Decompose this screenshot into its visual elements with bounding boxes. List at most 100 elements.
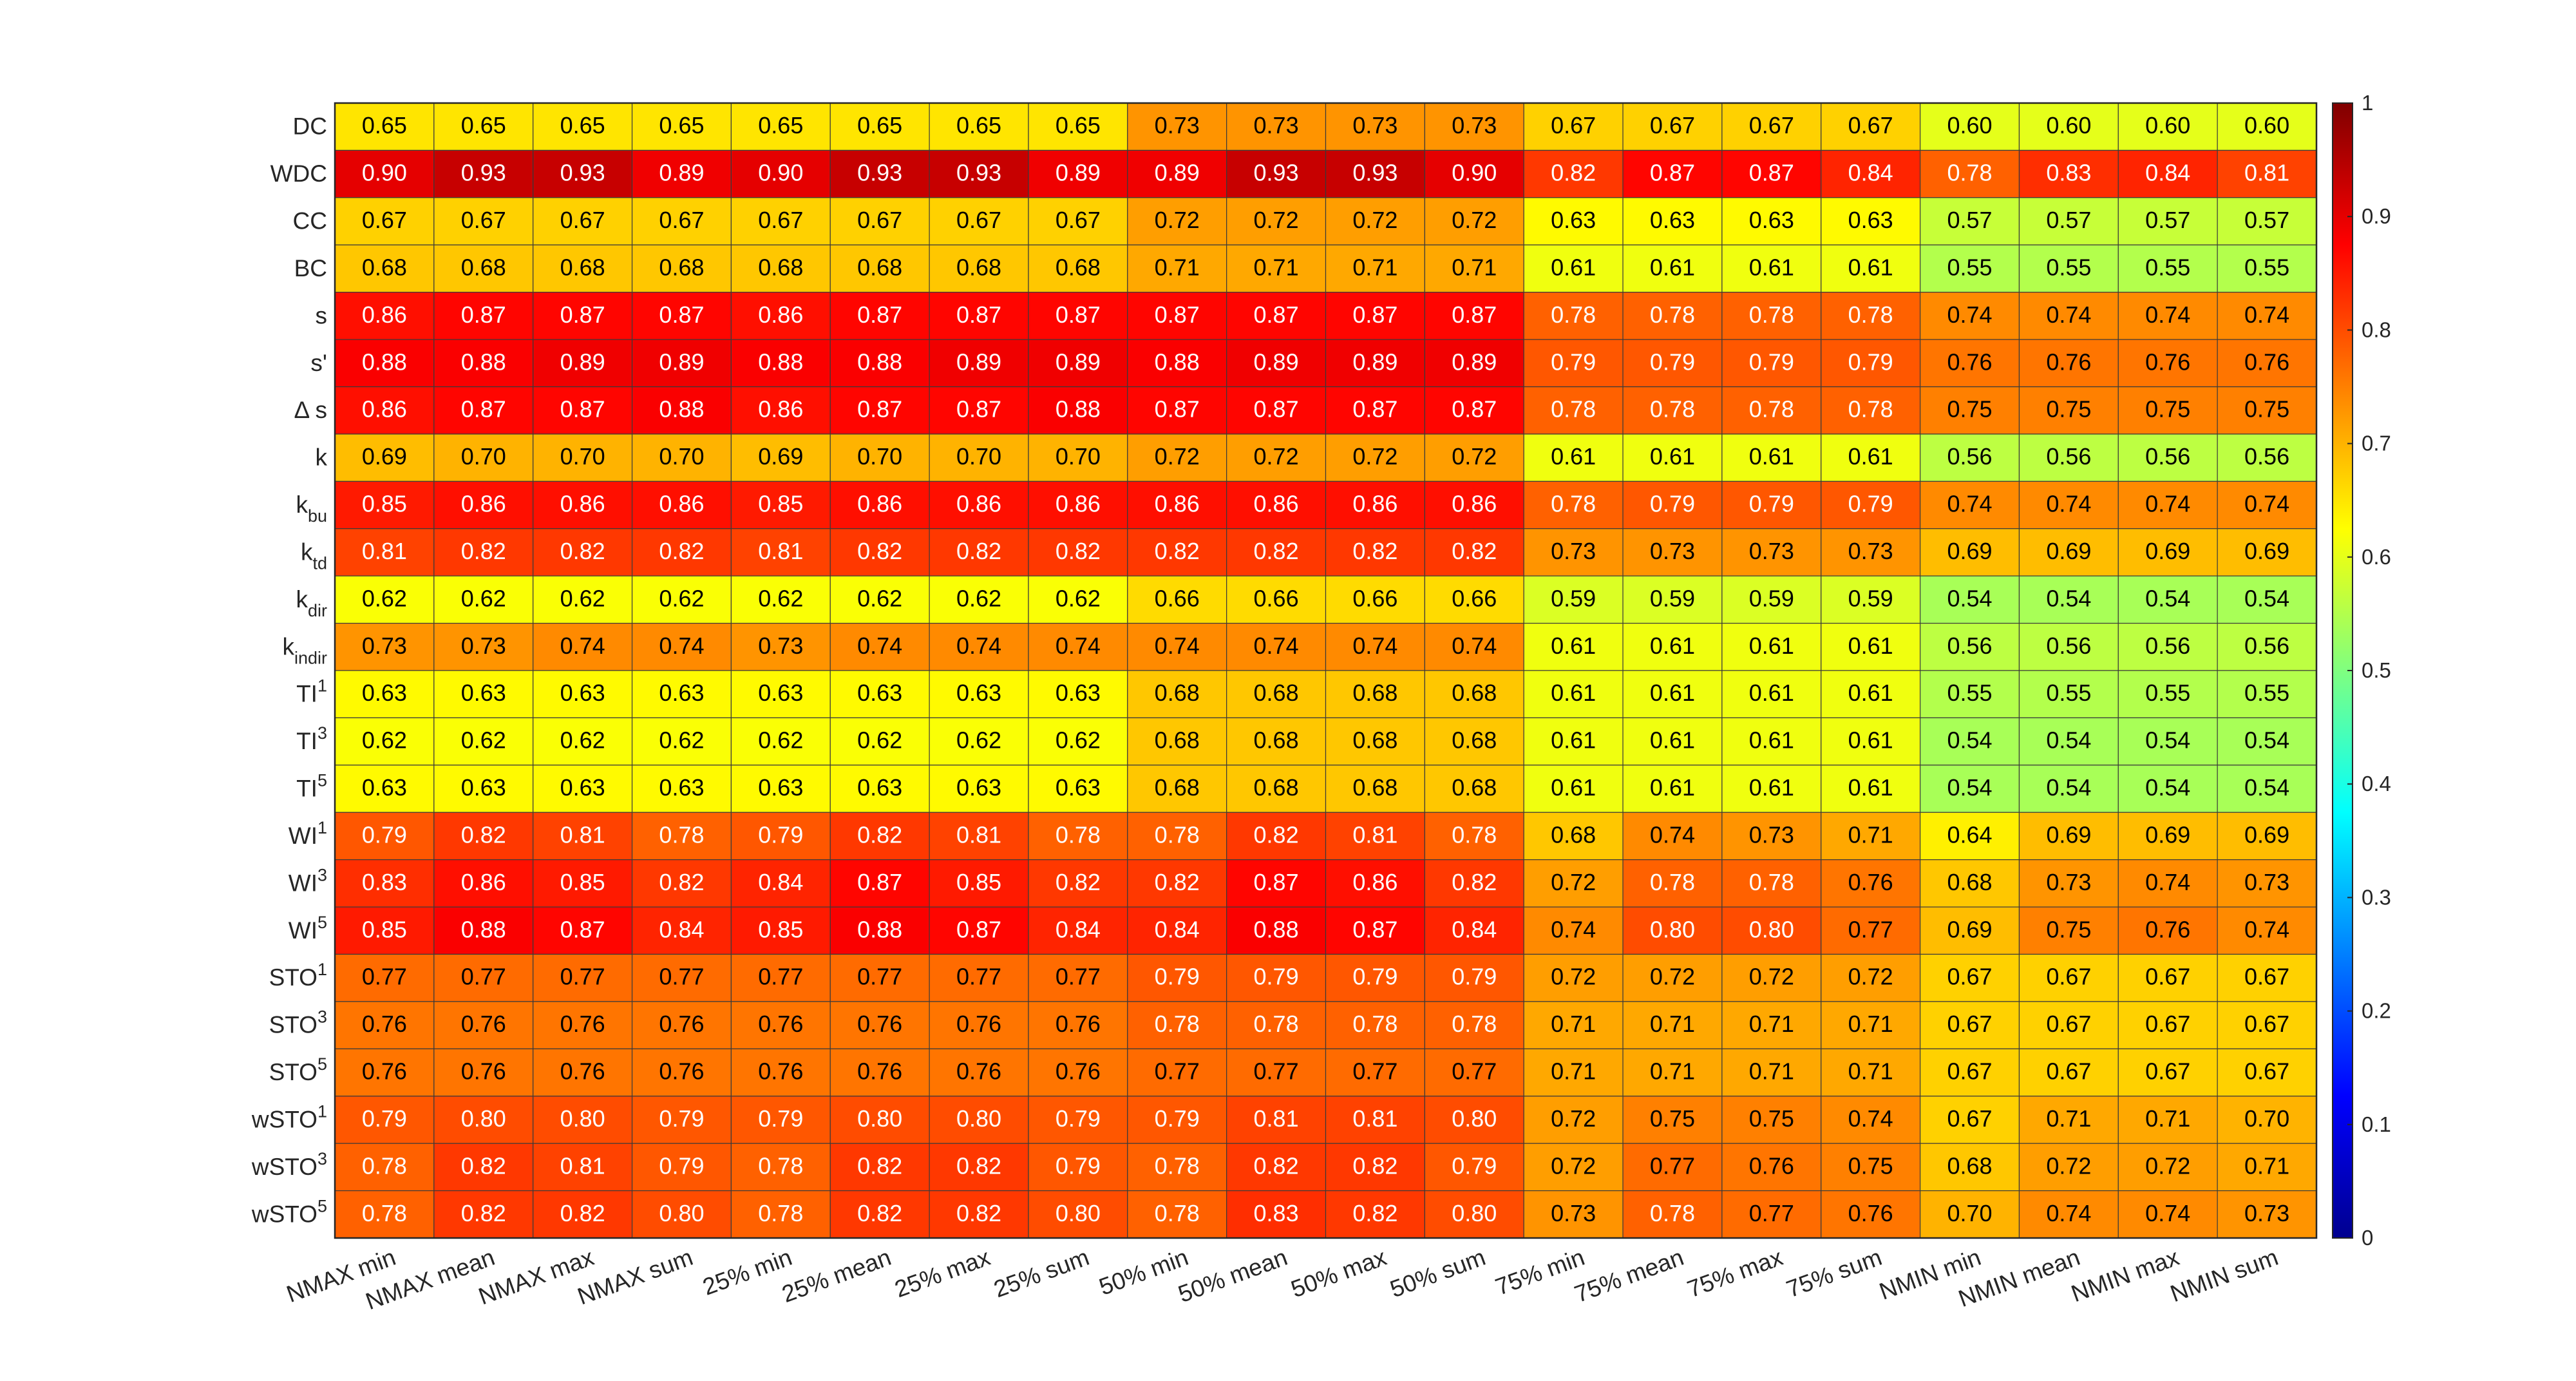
cell-value-label: 0.71 [1155, 254, 1200, 280]
x-tick-label: 50% mean [1175, 1244, 1291, 1308]
cell-value-label: 0.79 [362, 821, 407, 848]
cell-value-label: 0.86 [1452, 491, 1497, 517]
heatmap-cell [2217, 575, 2317, 624]
heatmap-cell [1325, 149, 1425, 198]
cell-value-label: 0.87 [857, 396, 902, 423]
heatmap-cell [1920, 481, 2020, 529]
cell-value-label: 0.61 [1749, 633, 1794, 659]
heatmap-cell [1622, 528, 1723, 576]
cell-value-label: 0.79 [1452, 1152, 1497, 1179]
cell-value-label: 0.80 [560, 1105, 605, 1132]
cell-value-label: 0.74 [1352, 633, 1397, 659]
heatmap-cell [1325, 859, 1425, 908]
cell-value-label: 0.79 [1749, 491, 1794, 517]
heatmap-cell [1920, 1001, 2020, 1049]
cell-value-label: 0.60 [1947, 112, 1992, 138]
heatmap-cell [334, 906, 435, 955]
heatmap-cell [334, 244, 435, 293]
heatmap-cell [1622, 859, 1723, 908]
cell-value-label: 0.61 [1848, 680, 1893, 706]
cell-value-label: 0.71 [1551, 1058, 1596, 1085]
heatmap-cell [929, 906, 1029, 955]
heatmap-cell [1424, 1096, 1524, 1144]
heatmap-cell [2117, 622, 2218, 671]
cell-value-label: 0.74 [1848, 1105, 1893, 1132]
heatmap-cell [2018, 1048, 2119, 1097]
colorbar-tick-label: 0.8 [2362, 318, 2391, 341]
cell-value-label: 0.85 [362, 916, 407, 942]
heatmap-cell [1424, 339, 1524, 388]
cell-value-label: 0.81 [1352, 821, 1397, 848]
cell-value-label: 0.67 [2046, 1058, 2091, 1085]
heatmap-cell [533, 1190, 633, 1239]
cell-value-label: 0.74 [1452, 633, 1497, 659]
heatmap-cell [1424, 1190, 1524, 1239]
heatmap-cell [2217, 339, 2317, 388]
cell-value-label: 0.90 [1452, 160, 1497, 186]
cell-value-label: 0.63 [857, 774, 902, 801]
y-tick-label: DC [293, 113, 327, 140]
heatmap-cell [1721, 1048, 1822, 1097]
heatmap-cell [1821, 197, 1921, 245]
cell-value-label: 0.72 [1155, 443, 1200, 470]
cell-value-label: 0.76 [2046, 348, 2091, 375]
heatmap-cell [1523, 1190, 1624, 1239]
cell-value-label: 0.87 [956, 301, 1001, 328]
heatmap-cell [2217, 1190, 2317, 1239]
cell-value-label: 0.87 [461, 301, 506, 328]
heatmap-cell [1226, 575, 1327, 624]
cell-value-label: 0.87 [1352, 916, 1397, 942]
heatmap-cell [829, 1190, 930, 1239]
cell-value-label: 0.56 [2145, 633, 2190, 659]
cell-value-label: 0.71 [1749, 1058, 1794, 1085]
heatmap-cell [1721, 953, 1822, 1002]
cell-value-label: 0.55 [2244, 680, 2289, 706]
cell-value-label: 0.61 [1848, 254, 1893, 280]
heatmap-cell [929, 1001, 1029, 1049]
cell-value-label: 0.82 [659, 869, 704, 895]
heatmap-cell [1424, 244, 1524, 293]
cell-value-label: 0.85 [956, 869, 1001, 895]
heatmap-cell [2217, 953, 2317, 1002]
cell-value-label: 0.78 [362, 1200, 407, 1226]
cell-value-label: 0.86 [1352, 491, 1397, 517]
heatmap-cell [1127, 1001, 1227, 1049]
cell-value-label: 0.63 [659, 774, 704, 801]
cell-value-label: 0.72 [1848, 964, 1893, 990]
cell-value-label: 0.69 [1947, 916, 1992, 942]
cell-value-label: 0.69 [2145, 821, 2190, 848]
heatmap-cell [929, 1048, 1029, 1097]
heatmap-cell [1821, 244, 1921, 293]
cell-value-label: 0.86 [461, 491, 506, 517]
cell-value-label: 0.54 [2145, 585, 2190, 611]
cell-value-label: 0.89 [1452, 348, 1497, 375]
cell-value-label: 0.67 [857, 207, 902, 233]
heatmap-cell [2018, 102, 2119, 151]
heatmap-cell [1028, 1048, 1128, 1097]
y-tick-labels: DC WDC CC BC s s' Δ s k kbu ktd kdir kindir TI1 TI3 TI… [251, 113, 328, 1228]
heatmap-cell [929, 575, 1029, 624]
cell-value-label: 0.72 [1352, 207, 1397, 233]
cell-value-label: 0.69 [758, 443, 803, 470]
heatmap-cell [533, 386, 633, 435]
cell-value-label: 0.70 [560, 443, 605, 470]
y-tick-label: CC [293, 208, 327, 234]
heatmap-cell [1127, 622, 1227, 671]
heatmap-cell [433, 575, 534, 624]
cell-value-label: 0.73 [1155, 112, 1200, 138]
heatmap-cell [1920, 102, 2020, 151]
x-tick-label: 75% min [1492, 1244, 1588, 1300]
cell-value-label: 0.68 [1155, 774, 1200, 801]
cell-value-label: 0.61 [1650, 443, 1695, 470]
cell-value-label: 0.74 [2244, 916, 2289, 942]
heatmap-cell [730, 953, 831, 1002]
cell-value-label: 0.63 [758, 680, 803, 706]
heatmap-cell [2217, 102, 2317, 151]
heatmap-cell [1028, 244, 1128, 293]
cell-value-label: 0.87 [1155, 301, 1200, 328]
heatmap-cell [1028, 433, 1128, 482]
cell-value-label: 0.78 [1155, 821, 1200, 848]
cell-value-label: 0.60 [2046, 112, 2091, 138]
heatmap-cell [2217, 670, 2317, 719]
heatmap-cell [1028, 953, 1128, 1002]
